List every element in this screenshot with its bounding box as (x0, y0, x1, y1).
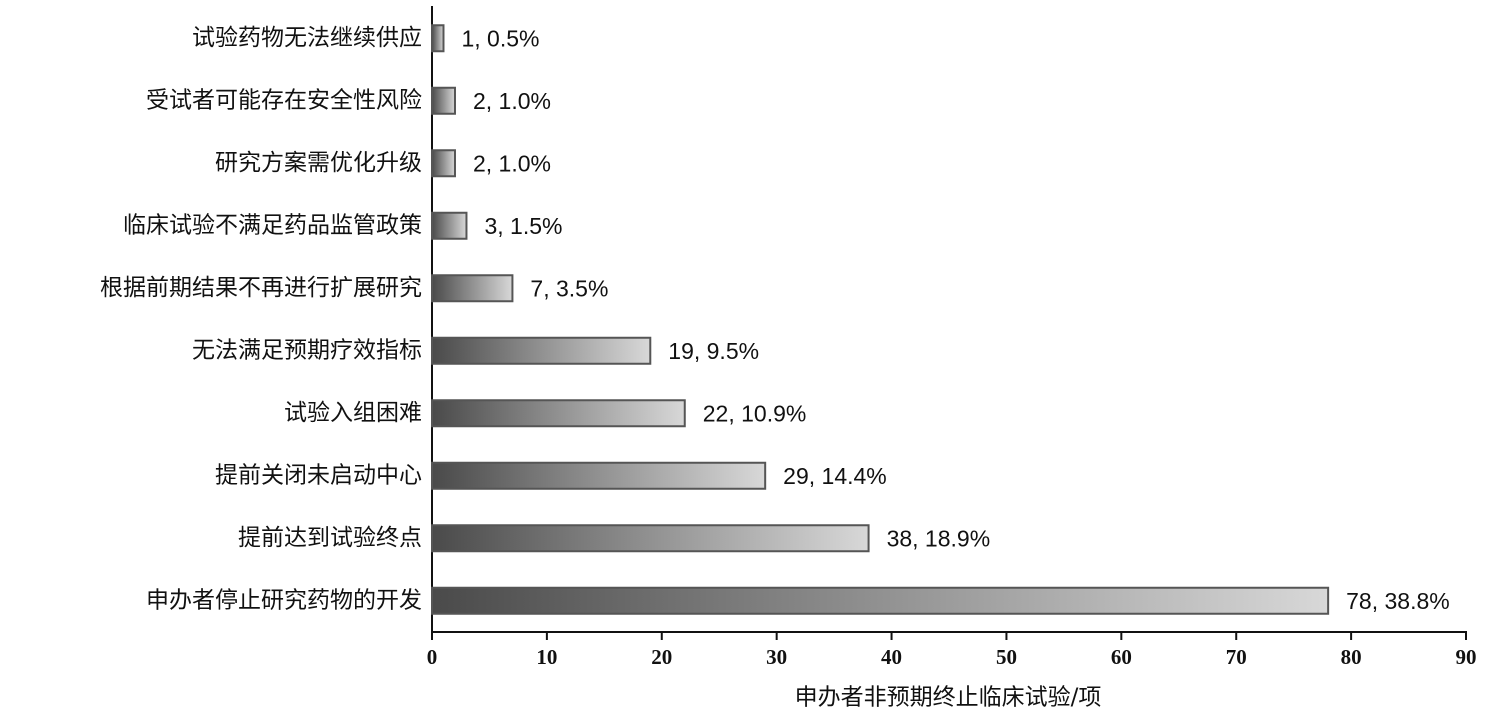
x-tick-label: 30 (766, 645, 787, 669)
value-label: 19, 9.5% (668, 338, 759, 364)
x-tick-label: 50 (996, 645, 1017, 669)
bar (431, 336, 652, 365)
category-label: 试验入组困难 (284, 400, 422, 426)
value-label: 2, 1.0% (473, 88, 551, 114)
category-label: 研究方案需优化升级 (215, 150, 422, 176)
category-label: 无法满足预期疗效指标 (192, 337, 422, 363)
value-label: 78, 38.8% (1346, 588, 1450, 614)
value-label: 7, 3.5% (530, 275, 608, 301)
bar (431, 274, 514, 303)
value-label: 22, 10.9% (703, 400, 807, 426)
x-tick-label: 60 (1111, 645, 1132, 669)
bar (431, 586, 1330, 615)
bar (431, 399, 686, 428)
value-label: 3, 1.5% (484, 213, 562, 239)
x-tick-label: 70 (1226, 645, 1247, 669)
category-label: 根据前期结果不再进行扩展研究 (100, 275, 422, 301)
x-tick-label: 20 (651, 645, 672, 669)
x-axis-label: 申办者非预期终止临床试验/项 (795, 685, 1102, 711)
category-label: 受试者可能存在安全性风险 (146, 87, 422, 113)
x-tick-label: 40 (881, 645, 902, 669)
bar (431, 524, 870, 553)
bar (431, 211, 468, 240)
value-label: 2, 1.0% (473, 150, 551, 176)
value-label: 38, 18.9% (887, 525, 991, 551)
category-label: 临床试验不满足药品监管政策 (123, 212, 422, 238)
category-label: 申办者停止研究药物的开发 (146, 587, 422, 613)
bar (431, 86, 456, 115)
bar (431, 149, 456, 178)
value-label: 1, 0.5% (461, 25, 539, 51)
category-label: 提前关闭未启动中心 (215, 462, 422, 488)
x-tick-label: 90 (1456, 645, 1477, 669)
x-tick-label: 80 (1341, 645, 1362, 669)
category-label: 提前达到试验终点 (238, 525, 422, 551)
value-label: 29, 14.4% (783, 463, 887, 489)
x-tick-label: 0 (427, 645, 438, 669)
x-tick-label: 10 (536, 645, 557, 669)
bar (431, 24, 445, 53)
category-label: 试验药物无法继续供应 (192, 25, 422, 51)
bar (431, 461, 767, 490)
